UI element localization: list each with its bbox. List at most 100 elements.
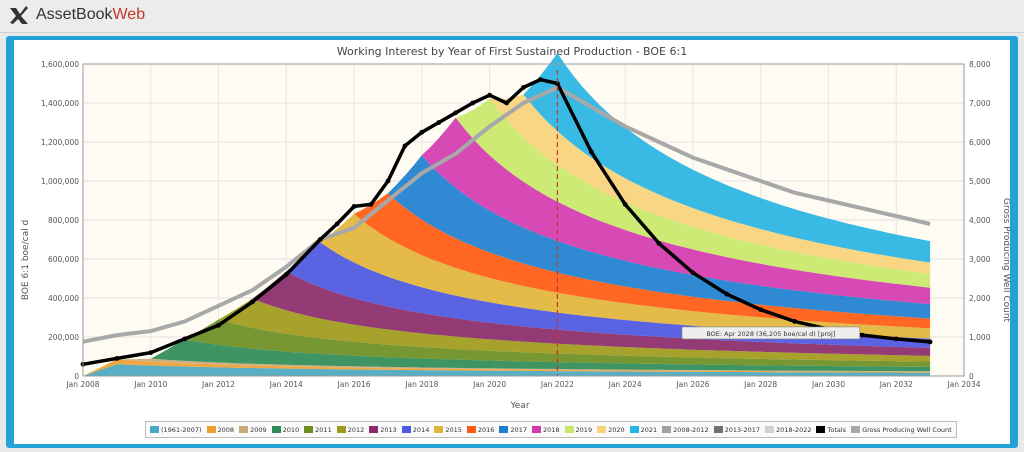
totals-point[interactable] (927, 339, 933, 345)
totals-point[interactable] (893, 336, 899, 342)
tooltip-text: BOE: Apr 2028 (36,205 boe/cal d) [proj] (706, 330, 835, 338)
legend-swatch (239, 426, 249, 433)
legend-label: 2012 (347, 425, 365, 434)
legend-item[interactable]: 2014 (401, 426, 429, 434)
legend-item[interactable]: 2019 (564, 426, 592, 434)
totals-point[interactable] (368, 202, 374, 207)
legend-item[interactable]: 2016 (466, 426, 494, 434)
legend-item[interactable]: 2008 (206, 425, 235, 434)
legend-swatch (564, 426, 574, 433)
totals-point[interactable] (656, 241, 662, 246)
well-count-line[interactable] (82, 85, 931, 344)
legend-swatch (369, 426, 379, 433)
totals-point[interactable] (724, 291, 730, 297)
legend-label: 2008 (217, 425, 235, 434)
totals-point[interactable] (250, 299, 255, 305)
totals-point[interactable] (470, 100, 476, 106)
legend-item[interactable]: 2011 (304, 426, 332, 434)
totals-point[interactable] (283, 272, 289, 277)
totals-point[interactable] (555, 81, 560, 86)
totals-point[interactable] (792, 319, 797, 324)
brand-name: AssetBookWeb (36, 6, 146, 23)
area-2020[interactable] (83, 94, 931, 377)
legend-swatch (150, 426, 159, 433)
legend-item[interactable]: 2010 (271, 426, 299, 434)
legend-label: 2020 (608, 425, 625, 434)
totals-point[interactable] (588, 149, 594, 155)
legend-item[interactable]: (1961-2007) (150, 426, 202, 434)
y-tick-label-left: 1,000,000 (41, 177, 79, 186)
legend-swatch (499, 426, 509, 433)
chart-panel: Working Interest by Year of First Sustai… (14, 40, 1011, 444)
y-tick-label-left: 1,400,000 (41, 99, 79, 108)
totals-point[interactable] (334, 221, 340, 227)
assetbook-logo-icon (10, 6, 28, 24)
legend-item[interactable]: 2017 (499, 426, 527, 434)
area-2012[interactable] (83, 298, 931, 376)
totals-point[interactable] (182, 336, 188, 342)
totals-point[interactable] (690, 270, 696, 276)
totals-point[interactable] (436, 120, 442, 125)
legend-item[interactable]: 2008-2012 (662, 426, 709, 434)
legend-label: (1961-2007) (161, 425, 202, 434)
y-tick-label-right: 5,000 (969, 177, 991, 186)
totals-point[interactable] (216, 322, 221, 328)
area-2019[interactable] (83, 98, 931, 377)
y-tick-label-right: 8,000 (969, 60, 991, 69)
area-2013[interactable] (83, 271, 931, 376)
legend-item[interactable]: 2009 (239, 426, 267, 434)
area-2009[interactable] (83, 358, 931, 376)
totals-point[interactable] (148, 350, 154, 355)
legend-item[interactable]: 2013-2017 (713, 425, 761, 434)
x-tick-label: Jan 2010 (133, 380, 167, 389)
legend-swatch (434, 426, 444, 433)
totals-point[interactable] (419, 129, 425, 135)
legend-item[interactable]: 2015 (434, 426, 462, 434)
legend-label: 2013-2017 (724, 425, 761, 434)
legend-item[interactable]: 2018-2022 (765, 426, 811, 434)
totals-point[interactable] (385, 178, 391, 184)
area-2014[interactable] (83, 242, 931, 376)
totals-point[interactable] (351, 204, 357, 209)
legend-item[interactable]: 2013 (369, 426, 397, 434)
area-2011[interactable] (83, 319, 931, 377)
legend-item[interactable]: 2012 (336, 425, 365, 434)
area-2010[interactable] (83, 339, 931, 376)
totals-point[interactable] (317, 237, 323, 242)
totals-point[interactable] (622, 202, 628, 207)
legend-item[interactable]: Gross Producing Well Count (851, 426, 952, 434)
totals-point[interactable] (859, 332, 865, 338)
legend-item[interactable]: Totals (816, 426, 846, 434)
totals-point[interactable] (758, 307, 764, 313)
y-tick-label-left: 0 (74, 372, 79, 381)
legend-item[interactable]: 2020 (597, 426, 625, 434)
x-tick-label: Jan 2020 (472, 380, 506, 389)
x-tick-label: Jan 2008 (65, 380, 99, 389)
totals-point[interactable] (538, 77, 543, 82)
legend-item[interactable]: 2018 (531, 425, 560, 434)
totals-point[interactable] (521, 85, 526, 90)
area-2008[interactable] (83, 359, 931, 376)
y-tick-label-left: 600,000 (48, 255, 79, 264)
y-axis-label-left: BOE 6:1 boe/cal d (21, 220, 31, 300)
totals-point[interactable] (487, 92, 492, 98)
y-tick-label-left: 200,000 (48, 333, 79, 342)
legend-swatch (271, 426, 281, 433)
area-2015[interactable] (83, 213, 931, 376)
area-2021[interactable] (83, 53, 931, 376)
legend-label: 2018 (542, 425, 560, 434)
x-tick-label: Jan 2028 (743, 380, 777, 389)
totals-point[interactable] (114, 356, 120, 361)
legend-item[interactable]: 2021 (629, 426, 657, 434)
totals-point[interactable] (453, 110, 459, 116)
legend-swatch (401, 426, 411, 433)
totals-point[interactable] (402, 143, 408, 149)
brand[interactable]: AssetBookWeb (8, 4, 145, 26)
legend-label: Totals (827, 425, 847, 434)
legend-label: 2017 (510, 425, 527, 434)
x-tick-label: Jan 2012 (201, 380, 235, 389)
x-tick-label: Jan 2014 (269, 380, 303, 389)
area-1961-2007[interactable] (83, 364, 931, 376)
legend-swatch (816, 426, 826, 433)
totals-point[interactable] (504, 100, 509, 106)
